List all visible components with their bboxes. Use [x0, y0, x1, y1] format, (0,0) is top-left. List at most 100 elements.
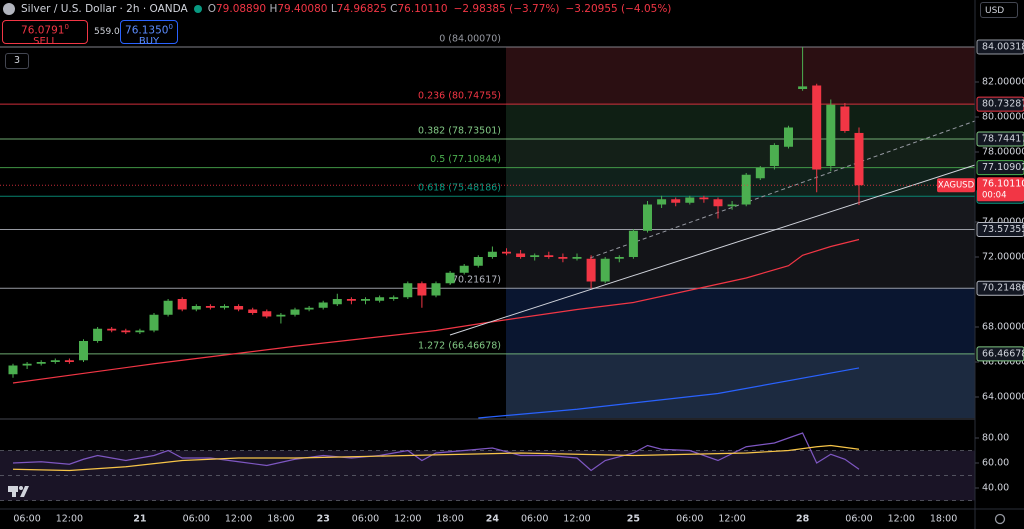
- market-status: [193, 4, 202, 13]
- candle-body: [205, 305, 215, 308]
- candle-body: [502, 251, 511, 254]
- candle-body: [22, 363, 32, 366]
- candle-body: [431, 283, 441, 296]
- candle-body: [755, 167, 765, 179]
- candle-body: [220, 305, 229, 308]
- x-tick-label: 24: [486, 514, 500, 525]
- candle-body: [50, 360, 60, 362]
- series-line: [12, 238, 860, 384]
- fib-zone: [506, 288, 975, 354]
- buy-button[interactable]: 76.13500 BUY: [120, 20, 178, 48]
- fib-tag: [976, 221, 1024, 237]
- candle-body: [248, 309, 258, 313]
- fib-tag-label: 73.57355: [982, 224, 1024, 235]
- candle-body: [389, 297, 399, 299]
- candle-body: [671, 199, 681, 203]
- y-tick-label: 64.00000: [982, 392, 1024, 403]
- sell-label: SELL: [33, 36, 57, 48]
- candle-body: [177, 298, 187, 310]
- candle-body: [149, 314, 159, 331]
- candle-body: [445, 272, 455, 284]
- ohlc-key: C: [390, 2, 398, 15]
- currency-select[interactable]: USD: [980, 2, 1018, 18]
- series-line: [12, 444, 860, 472]
- legend-header: Silver / U.S. Dollar · 2h · OANDA O79.08…: [0, 0, 671, 17]
- candle-body: [64, 360, 74, 362]
- candle-body: [713, 199, 723, 207]
- fib-zone: [506, 196, 975, 230]
- sell-button[interactable]: 76.07910 SELL: [2, 20, 88, 48]
- candle-body: [262, 311, 272, 317]
- candle-body: [558, 256, 568, 259]
- x-tick-label: 12:00: [225, 514, 252, 525]
- candle-body: [121, 330, 131, 333]
- fib-tag: [976, 160, 1024, 176]
- fib-zone: [506, 229, 975, 289]
- y-tick-label: 82.00000: [982, 76, 1024, 87]
- buy-price: 76.1350: [125, 24, 169, 37]
- candle-body: [8, 365, 18, 375]
- candle-body: [276, 314, 286, 317]
- rsi-pane: [0, 432, 975, 501]
- ohlc-value: 76.10110: [397, 2, 448, 15]
- x-tick-label: 06:00: [352, 514, 379, 525]
- x-tick-label: 18:00: [267, 514, 294, 525]
- fib-levels: 0 (84.00070) 0.236 (80.74755) 0.382 (78.73…: [0, 33, 975, 355]
- fib-tag-label: 78.74417: [982, 133, 1024, 144]
- fib-zone: [506, 167, 975, 197]
- y-tick-label: 72.00000: [982, 251, 1024, 262]
- x-tick-label: 23: [317, 514, 330, 525]
- x-tick-label: 06:00: [183, 514, 210, 525]
- candle-body: [361, 298, 370, 301]
- candle-body: [516, 253, 526, 257]
- candle-body: [290, 309, 300, 315]
- settings-icon[interactable]: [994, 513, 1006, 525]
- candles: [0, 46, 975, 378]
- x-tick-label: 18:00: [436, 514, 463, 525]
- candle-body: [191, 305, 201, 310]
- candle-body: [417, 283, 427, 296]
- currency: USD: [985, 6, 1005, 16]
- sell-price-sup: 0: [64, 23, 69, 31]
- fib-zone: [506, 138, 975, 168]
- candle-body: [107, 328, 117, 331]
- fib-tag: [976, 131, 1024, 147]
- fib-label: 0.236 (80.74755): [418, 91, 501, 102]
- y-tick-label: 78.00000: [982, 146, 1024, 157]
- candle-body: [798, 86, 808, 89]
- fib-label: 0 (84.00070): [439, 33, 501, 44]
- x-tick-label: 28: [796, 514, 810, 525]
- fib-tag: [976, 346, 1024, 362]
- spread: 559.0: [94, 27, 120, 37]
- candle-body: [699, 197, 709, 200]
- candle-body: [727, 204, 737, 207]
- fib-zone: [506, 104, 975, 139]
- ohlc-key: L: [330, 2, 337, 15]
- symbol-icon: [3, 2, 15, 15]
- buy-label: BUY: [138, 36, 160, 48]
- series-line: [12, 432, 860, 472]
- x-tick-label: 12:00: [56, 514, 83, 525]
- candle-body: [36, 361, 46, 364]
- candle-body: [572, 256, 582, 259]
- price-tag-label: 76.10110: [982, 179, 1024, 190]
- rsi-tick-label: 60.00: [982, 458, 1009, 469]
- candle-body: [473, 256, 483, 266]
- candle-body: [375, 297, 385, 301]
- fib-zone: [506, 353, 975, 418]
- candle-body: [318, 302, 328, 308]
- x-tick-label: 21: [133, 514, 146, 525]
- indicators-toggle[interactable]: 3: [5, 53, 29, 69]
- series-line: [478, 367, 860, 419]
- fib-tag: [976, 280, 1024, 296]
- ohlc-value: 79.40080: [277, 2, 328, 15]
- fib-label: 1.272 (66.46678): [418, 340, 501, 351]
- tradingview-logo: [8, 486, 29, 497]
- x-tick-label: 06:00: [676, 514, 703, 525]
- symbol-tag-label: XAGUSD: [938, 181, 975, 191]
- fib-tag-label: 66.46678: [982, 348, 1024, 359]
- fib-tag-label: 84.00318: [982, 41, 1024, 52]
- x-tick-label: 12:00: [888, 514, 915, 525]
- candle-body: [854, 132, 864, 186]
